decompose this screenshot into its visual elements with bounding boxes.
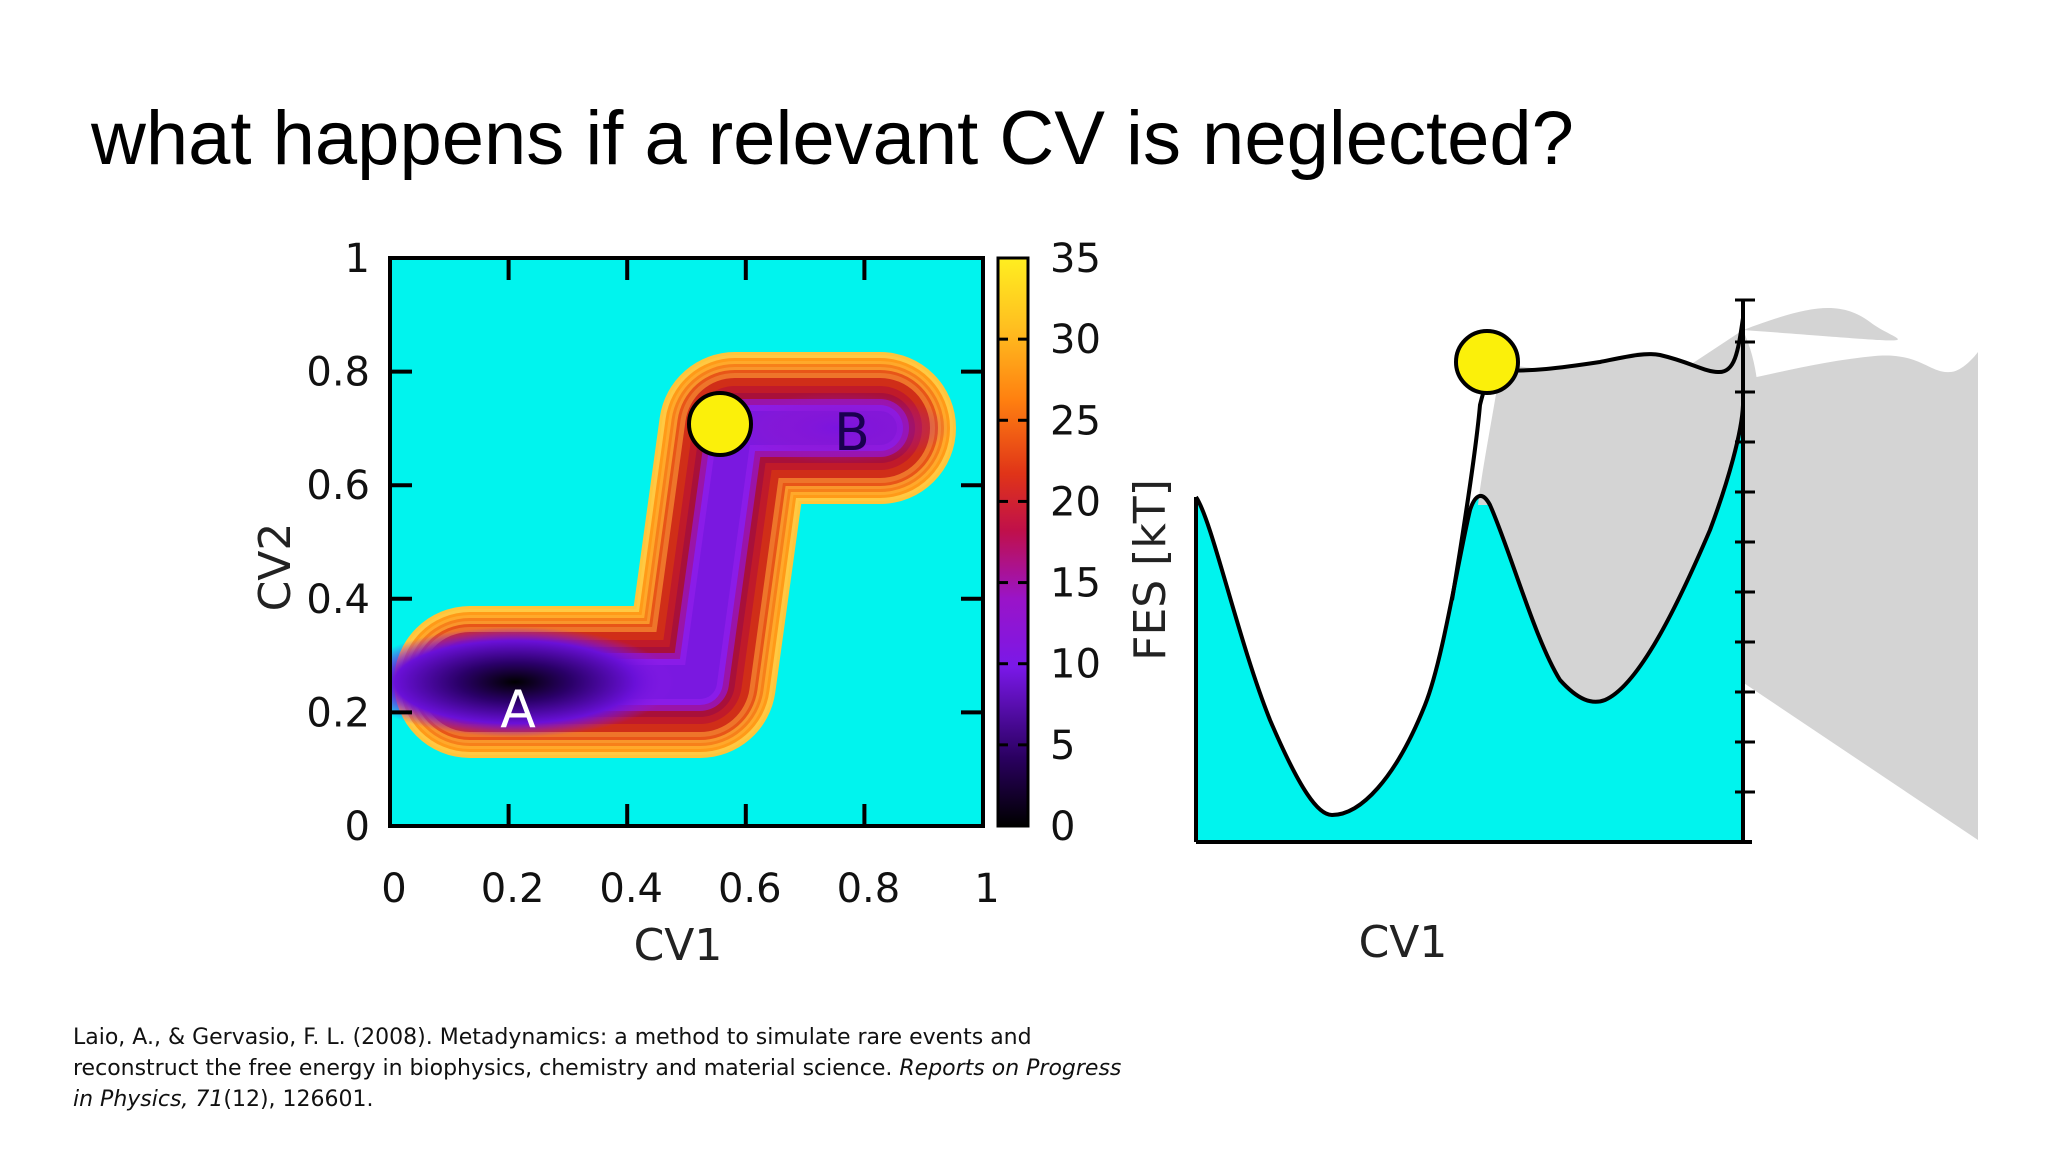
label-b: B [834, 403, 870, 463]
filled-fes-area [1478, 318, 1743, 702]
label-a: A [500, 680, 536, 740]
colorbar-tick-label: 35 [1050, 236, 1101, 282]
right-xlabel: CV1 [1359, 917, 1448, 968]
citation-journal-volume: in Physics, 71 [73, 1087, 224, 1112]
x-tick-label: 0.6 [718, 866, 782, 912]
contour-plot-ticks: 0 0.2 0.4 0.6 0.8 1 0 0.2 0.4 0.6 0.8 1 [306, 236, 999, 912]
y-tick-label: 0.8 [306, 350, 370, 396]
slide-title: what happens if a relevant CV is neglect… [91, 96, 1574, 181]
colorbar-tick-label: 30 [1050, 317, 1101, 363]
citation: Laio, A., & Gervasio, F. L. (2008). Meta… [73, 1022, 1121, 1115]
contour-plot-frame [388, 256, 985, 828]
y-tick-label: 0.6 [306, 463, 370, 509]
original-fes-curve [1194, 404, 1745, 818]
y-tick-label: 0.4 [306, 577, 370, 623]
x-tick-label: 0.4 [599, 866, 663, 912]
citation-line-2: reconstruct the free energy in biophysic… [73, 1053, 1121, 1084]
free-energy-landscape [390, 352, 956, 758]
citation-line-3: in Physics, 71(12), 126601. [73, 1084, 1073, 1115]
left-ylabel: CV2 [250, 523, 301, 612]
x-tick-label: 0.8 [837, 866, 901, 912]
x-tick-label: 1 [974, 866, 999, 912]
colorbar-tick-label: 15 [1050, 561, 1101, 607]
colorbar-tick-label: 25 [1050, 398, 1101, 444]
fes-plot: CV1 FES [kT] [1125, 298, 1978, 968]
right-ylabel: FES [kT] [1125, 479, 1176, 661]
left-ball [687, 391, 753, 457]
colorbar-gradient [996, 256, 1030, 828]
biased-fes-curve [1450, 317, 1745, 601]
colorbar: 0 5 10 15 20 25 30 35 [996, 236, 1101, 850]
citation-journal: Reports on Progress [899, 1056, 1122, 1081]
basin-b-core [730, 392, 950, 464]
colorbar-tick-label: 10 [1050, 642, 1101, 688]
citation-line-1: Laio, A., & Gervasio, F. L. (2008). Meta… [73, 1025, 1032, 1050]
original-fes-area [1196, 405, 1743, 840]
citation-text: reconstruct the free energy in biophysic… [73, 1056, 893, 1081]
colorbar-tick-label: 20 [1050, 479, 1101, 525]
right-ball [1454, 329, 1520, 395]
colorbar-ticks: 0 5 10 15 20 25 30 35 [998, 236, 1101, 850]
y-tick-label: 0 [345, 804, 370, 850]
colorbar-tick-label: 5 [1050, 723, 1075, 769]
citation-details: (12), 126601. [223, 1087, 374, 1112]
basin-a-core [390, 627, 675, 737]
y-tick-label: 0.2 [306, 690, 370, 736]
x-tick-label: 0 [381, 866, 406, 912]
x-tick-label: 0.2 [481, 866, 545, 912]
fes-plot-ticks [1735, 298, 1755, 794]
contour-plot: 0 0.2 0.4 0.6 0.8 1 0 0.2 0.4 0.6 0.8 1 A B CV1 CV2 [250, 236, 1000, 971]
left-xlabel: CV1 [634, 920, 723, 971]
colorbar-tick-label: 0 [1050, 804, 1075, 850]
y-tick-label: 1 [345, 236, 370, 282]
